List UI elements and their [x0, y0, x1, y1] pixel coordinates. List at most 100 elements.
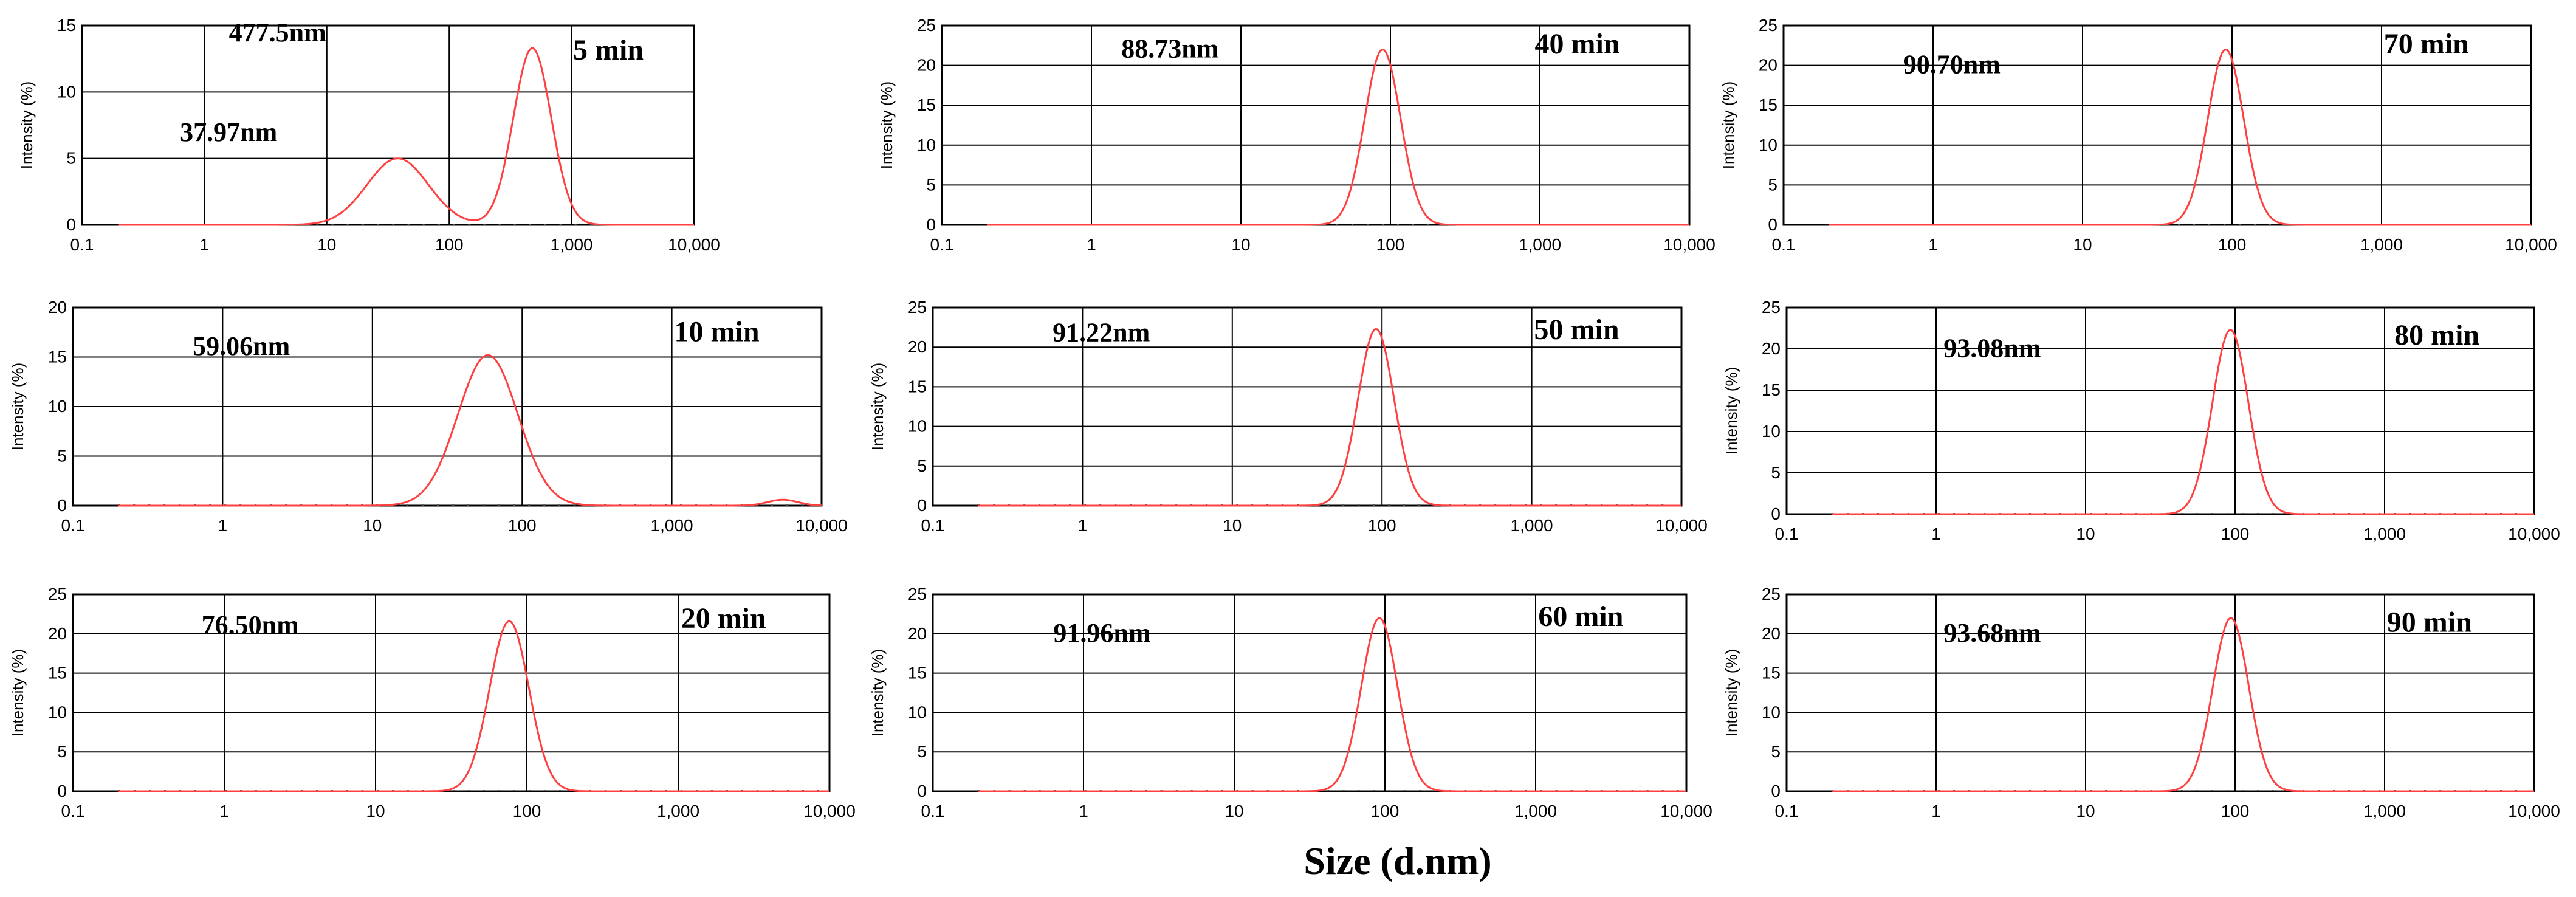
- x-tick-label: 1: [1928, 235, 1938, 254]
- y-tick-label: 15: [908, 377, 927, 396]
- x-tick-label: 0.1: [921, 516, 945, 535]
- y-tick-label: 10: [1762, 422, 1781, 441]
- peak-size-label: 59.06nm: [193, 331, 290, 361]
- panel-p90: 0 5 10 15 20 25 0.1 1 10 100 1,000 10,000 Intensity …: [1722, 585, 2560, 820]
- x-tick-label: 10,000: [2508, 524, 2560, 543]
- x-tick-label: 1: [1078, 516, 1088, 535]
- y-tick-label: 10: [908, 417, 927, 436]
- intensity-curve: [987, 48, 1689, 226]
- y-tick-label: 0: [1771, 504, 1781, 523]
- x-tick-label: 10,000: [1663, 235, 1716, 254]
- y-tick-label: 5: [57, 742, 67, 761]
- y-tick-label: 10: [48, 397, 67, 416]
- y-tick-label: 15: [917, 95, 936, 114]
- plot-frame: [72, 306, 823, 507]
- peak-size-label: 37.97nm: [180, 117, 277, 147]
- time-label: 90 min: [2387, 607, 2472, 639]
- y-axis-title: Intensity (%): [1722, 649, 1740, 737]
- y-tick-label: 10: [57, 82, 76, 101]
- x-tick-label: 10,000: [803, 802, 856, 820]
- x-tick-label: 10: [1223, 516, 1242, 535]
- peak-size-label: 91.96nm: [1053, 618, 1150, 648]
- x-tick-label: 10,000: [1655, 516, 1708, 535]
- x-tick-label: 0.1: [921, 802, 945, 820]
- y-tick-label: 25: [48, 585, 67, 603]
- x-tick-label: 1,000: [651, 516, 693, 535]
- y-tick-label: 15: [1762, 380, 1781, 399]
- x-tick-label: 1,000: [1511, 516, 1553, 535]
- y-tick-label: 10: [908, 703, 927, 721]
- intensity-curve: [1832, 617, 2534, 792]
- y-axis-title: Intensity (%): [1722, 367, 1740, 455]
- y-tick-label: 25: [908, 585, 927, 603]
- y-tick-label: 5: [1771, 742, 1781, 761]
- y-tick-label: 5: [917, 742, 927, 761]
- y-tick-label: 0: [57, 782, 67, 800]
- y-tick-label: 0: [1768, 215, 1777, 234]
- intensity-curve: [978, 328, 1681, 507]
- y-tick-label: 15: [48, 664, 67, 682]
- peak-size-label: 76.50nm: [202, 610, 299, 640]
- x-tick-label: 10: [2076, 524, 2095, 543]
- y-tick-label: 5: [1768, 175, 1777, 194]
- y-tick-label: 0: [1771, 782, 1781, 800]
- y-axis-title: Intensity (%): [1719, 81, 1737, 170]
- x-tick-label: 1: [1087, 235, 1096, 254]
- y-tick-label: 25: [917, 16, 936, 35]
- y-tick-label: 20: [48, 624, 67, 643]
- y-axis-title: Intensity (%): [18, 81, 36, 170]
- x-tick-label: 1,000: [2363, 524, 2406, 543]
- x-tick-label: 100: [508, 516, 537, 535]
- x-tick-label: 1,000: [657, 802, 699, 820]
- y-tick-label: 15: [1759, 95, 1777, 114]
- x-tick-label: 10: [1231, 235, 1250, 254]
- x-tick-label: 0.1: [930, 235, 954, 254]
- x-tick-label: 100: [2221, 524, 2250, 543]
- panel-p60: 0 5 10 15 20 25 0.1 1 10 100 1,000 10,000 Intensity …: [868, 585, 1712, 820]
- x-tick-label: 0.1: [1775, 524, 1799, 543]
- y-tick-label: 10: [1759, 136, 1777, 154]
- y-tick-label: 10: [48, 703, 67, 721]
- x-tick-label: 10,000: [668, 235, 720, 254]
- x-tick-label: 1,000: [551, 235, 593, 254]
- x-tick-label: 1,000: [2363, 802, 2406, 820]
- y-axis-title: Intensity (%): [9, 363, 27, 451]
- x-tick-label: 100: [1371, 802, 1400, 820]
- y-tick-label: 15: [48, 348, 67, 366]
- y-tick-label: 25: [908, 298, 927, 317]
- y-tick-label: 15: [57, 16, 76, 35]
- y-tick-label: 0: [57, 496, 67, 515]
- x-tick-label: 0.1: [61, 802, 85, 820]
- x-tick-label: 10: [363, 516, 382, 535]
- x-tick-label: 100: [1368, 516, 1396, 535]
- x-tick-label: 10: [1224, 802, 1243, 820]
- time-label: 5 min: [573, 34, 644, 66]
- y-tick-label: 5: [1771, 463, 1781, 482]
- y-axis-title: Intensity (%): [9, 649, 27, 737]
- y-tick-label: 20: [908, 337, 927, 356]
- x-tick-label: 100: [1376, 235, 1405, 254]
- y-tick-label: 0: [66, 215, 76, 234]
- x-tick-label: 1: [1079, 802, 1088, 820]
- x-tick-label: 1,000: [1514, 802, 1557, 820]
- x-tick-label: 100: [435, 235, 464, 254]
- y-tick-label: 20: [1759, 56, 1777, 75]
- y-tick-label: 10: [1762, 703, 1781, 721]
- time-label: 60 min: [1538, 600, 1623, 633]
- x-tick-label: 10: [317, 235, 336, 254]
- x-tick-label: 10,000: [2508, 802, 2560, 820]
- peak-size-label: 477.5nm: [229, 18, 326, 47]
- time-label: 40 min: [1534, 28, 1619, 60]
- peak-size-label: 88.73nm: [1121, 33, 1218, 63]
- y-tick-label: 0: [917, 496, 927, 515]
- y-tick-label: 15: [908, 664, 927, 682]
- plot-frame: [72, 593, 831, 792]
- intensity-curve: [118, 47, 694, 226]
- x-tick-label: 0.1: [61, 516, 85, 535]
- y-tick-label: 20: [917, 56, 936, 75]
- intensity-curve: [1829, 48, 2531, 226]
- y-tick-label: 20: [908, 624, 927, 643]
- x-tick-label: 10,000: [1660, 802, 1712, 820]
- plot-frame: [81, 24, 695, 226]
- y-tick-label: 10: [917, 136, 936, 154]
